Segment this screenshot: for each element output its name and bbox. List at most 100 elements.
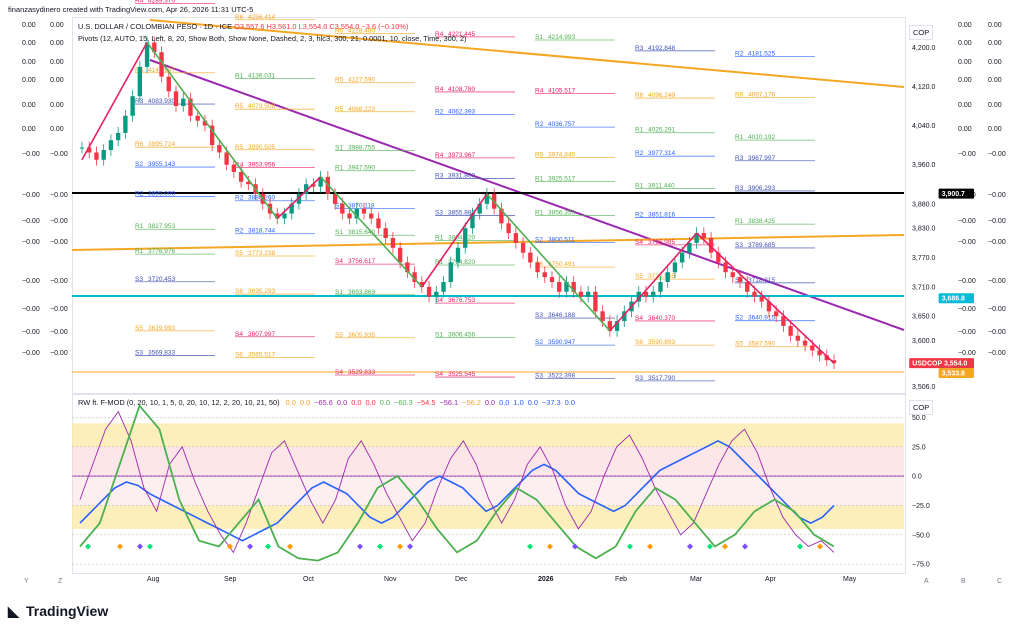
candle-body-1 (87, 147, 92, 153)
axis-percent-button[interactable]: C (997, 578, 1003, 585)
candle-body-4 (108, 140, 114, 150)
candle-body-45 (405, 262, 410, 273)
candle-body-77 (636, 291, 641, 302)
pivot-value-48: 3789.685 (748, 242, 775, 249)
pivot-value-35: 3895.000 (148, 190, 175, 197)
osc-marker-6 (265, 543, 271, 550)
pivot-tag-18: R2 (535, 121, 544, 128)
candle-body-41 (376, 218, 381, 229)
osc-marker-2 (137, 543, 143, 550)
osc-marker-18 (707, 543, 713, 550)
pivot-value-54: 3725.955 (648, 273, 675, 280)
pivot-value-0: 4289.370 (148, 0, 175, 5)
pivot-tag-69: S5 (735, 341, 743, 348)
x-tick-label-1: Sep (224, 576, 237, 583)
symbol-ohlc: O3,557.6 H3,561.0 L3,554.0 C3,554.0 −3.6… (234, 22, 409, 31)
left-scale-b-13: −0.00 (50, 350, 68, 357)
candle-body-35 (332, 194, 338, 204)
pivot-value-27: 3967.997 (748, 155, 775, 162)
oscillator-value-10: −56.2 (462, 398, 481, 407)
x-tick-label-9: May (843, 576, 857, 583)
oscillator-value-2: −65.6 (314, 398, 333, 407)
pivot-tag-73: S4 (435, 371, 443, 378)
pivot-tag-15: R5 (235, 103, 244, 110)
pivot-tag-12: R6 (635, 92, 644, 99)
main-pane-border (72, 17, 906, 394)
candle-body-99 (795, 335, 801, 341)
candle-body-61 (520, 242, 526, 253)
pivot-tag-24: R4 (435, 152, 444, 159)
left-scale-a-13: −0.00 (22, 350, 40, 357)
right-scale-b-8: −0.00 (988, 218, 1006, 225)
pivot-value-30: 3947.590 (348, 165, 375, 172)
pivot-value-56: 3720.453 (148, 276, 175, 283)
pivot-tag-39: R1 (535, 209, 544, 216)
axis-log-button[interactable]: B (961, 578, 966, 585)
pivot-tag-8: R1 (235, 73, 244, 80)
left-scale-a-7: −0.00 (22, 192, 40, 199)
pivot-tag-29: R4 (235, 162, 244, 169)
pivot-value-51: 3756.617 (348, 258, 375, 265)
y-axis-left-button[interactable]: Y (24, 578, 29, 585)
pivot-value-46: 3800.511 (548, 237, 575, 244)
axis-auto-button[interactable]: A (924, 578, 929, 585)
oscillator-value-13: 1.0 (513, 398, 524, 407)
candle-body-11 (159, 52, 164, 77)
candle-body-47 (419, 282, 425, 287)
pivot-value-66: 3606.456 (448, 332, 475, 339)
left-scale-a-12: −0.00 (22, 329, 40, 336)
pivot-tag-33: R1 (635, 182, 644, 189)
currency-label-main[interactable]: COP (909, 25, 934, 40)
candle-body-72 (600, 311, 605, 322)
oscillator-value-7: −60.3 (394, 398, 413, 407)
oscillator-value-3: 0.0 (336, 398, 348, 407)
pivot-value-43: 3818.744 (248, 228, 275, 235)
pivot-value-29: 3953.956 (248, 162, 275, 169)
candle-body-58 (499, 208, 504, 224)
pivot-tag-44: S1 (335, 229, 343, 236)
candle-body-7 (130, 96, 135, 116)
z-axis-left-button[interactable]: Z (58, 578, 63, 585)
symbol-name: U.S. DOLLAR / COLOMBIAN PESO · 1D · ICE (78, 22, 233, 31)
price-tag-label-1: 3,686.8 (942, 296, 965, 303)
pivot-value-5: 4192.848 (648, 45, 675, 52)
pivot-value-75: 3517.790 (648, 375, 675, 382)
pivot-value-70: 3569.833 (148, 349, 175, 356)
candle-body-87 (708, 238, 714, 253)
right-scale-b-11: −0.00 (988, 306, 1006, 313)
candle-body-36 (340, 203, 345, 214)
osc-marker-19 (722, 543, 728, 550)
osc-y-tick-3: −25.0 (912, 503, 930, 510)
osc-marker-14 (572, 543, 578, 550)
osc-marker-13 (547, 543, 553, 550)
candle-body-56 (484, 194, 490, 204)
candle-body-69 (578, 291, 584, 297)
oscillator-value-9: −56.1 (439, 398, 459, 407)
candle-body-29 (289, 203, 294, 214)
pivot-tag-19: R1 (635, 127, 644, 134)
pivot-value-18: 4036.757 (548, 121, 575, 128)
pivot-tag-22: R5 (235, 144, 244, 151)
candle-body-16 (195, 115, 200, 121)
overbought-band (72, 423, 904, 447)
candle-body-81 (665, 272, 670, 282)
right-scale-b-0: 0.00 (988, 22, 1002, 29)
currency-label-oscillator[interactable]: COP (909, 400, 934, 415)
right-scale-b-12: −0.00 (988, 329, 1006, 336)
y-tick-label-6: 3,770.0 (912, 255, 935, 262)
candle-body-38 (354, 208, 359, 219)
tradingview-logo-icon: ◣ (8, 603, 19, 619)
pivot-value-64: 3607.997 (248, 331, 275, 338)
right-scale-a-11: −0.00 (958, 306, 976, 313)
oscillator-name: RW ft. F-MOD (0, 20, 10, 1, 5, 0, 20, 10… (78, 398, 280, 407)
y-tick-label-9: 3,600.0 (912, 338, 935, 345)
candle-body-100 (802, 340, 808, 346)
candle-body-83 (679, 252, 685, 263)
candle-body-28 (282, 213, 287, 219)
candle-body-49 (434, 291, 439, 297)
pivot-tag-21: R6 (135, 141, 144, 148)
pivot-tag-32: R1 (535, 176, 544, 183)
tradingview-brand[interactable]: ◣ TradingView (8, 603, 108, 620)
candle-body-85 (694, 233, 699, 243)
